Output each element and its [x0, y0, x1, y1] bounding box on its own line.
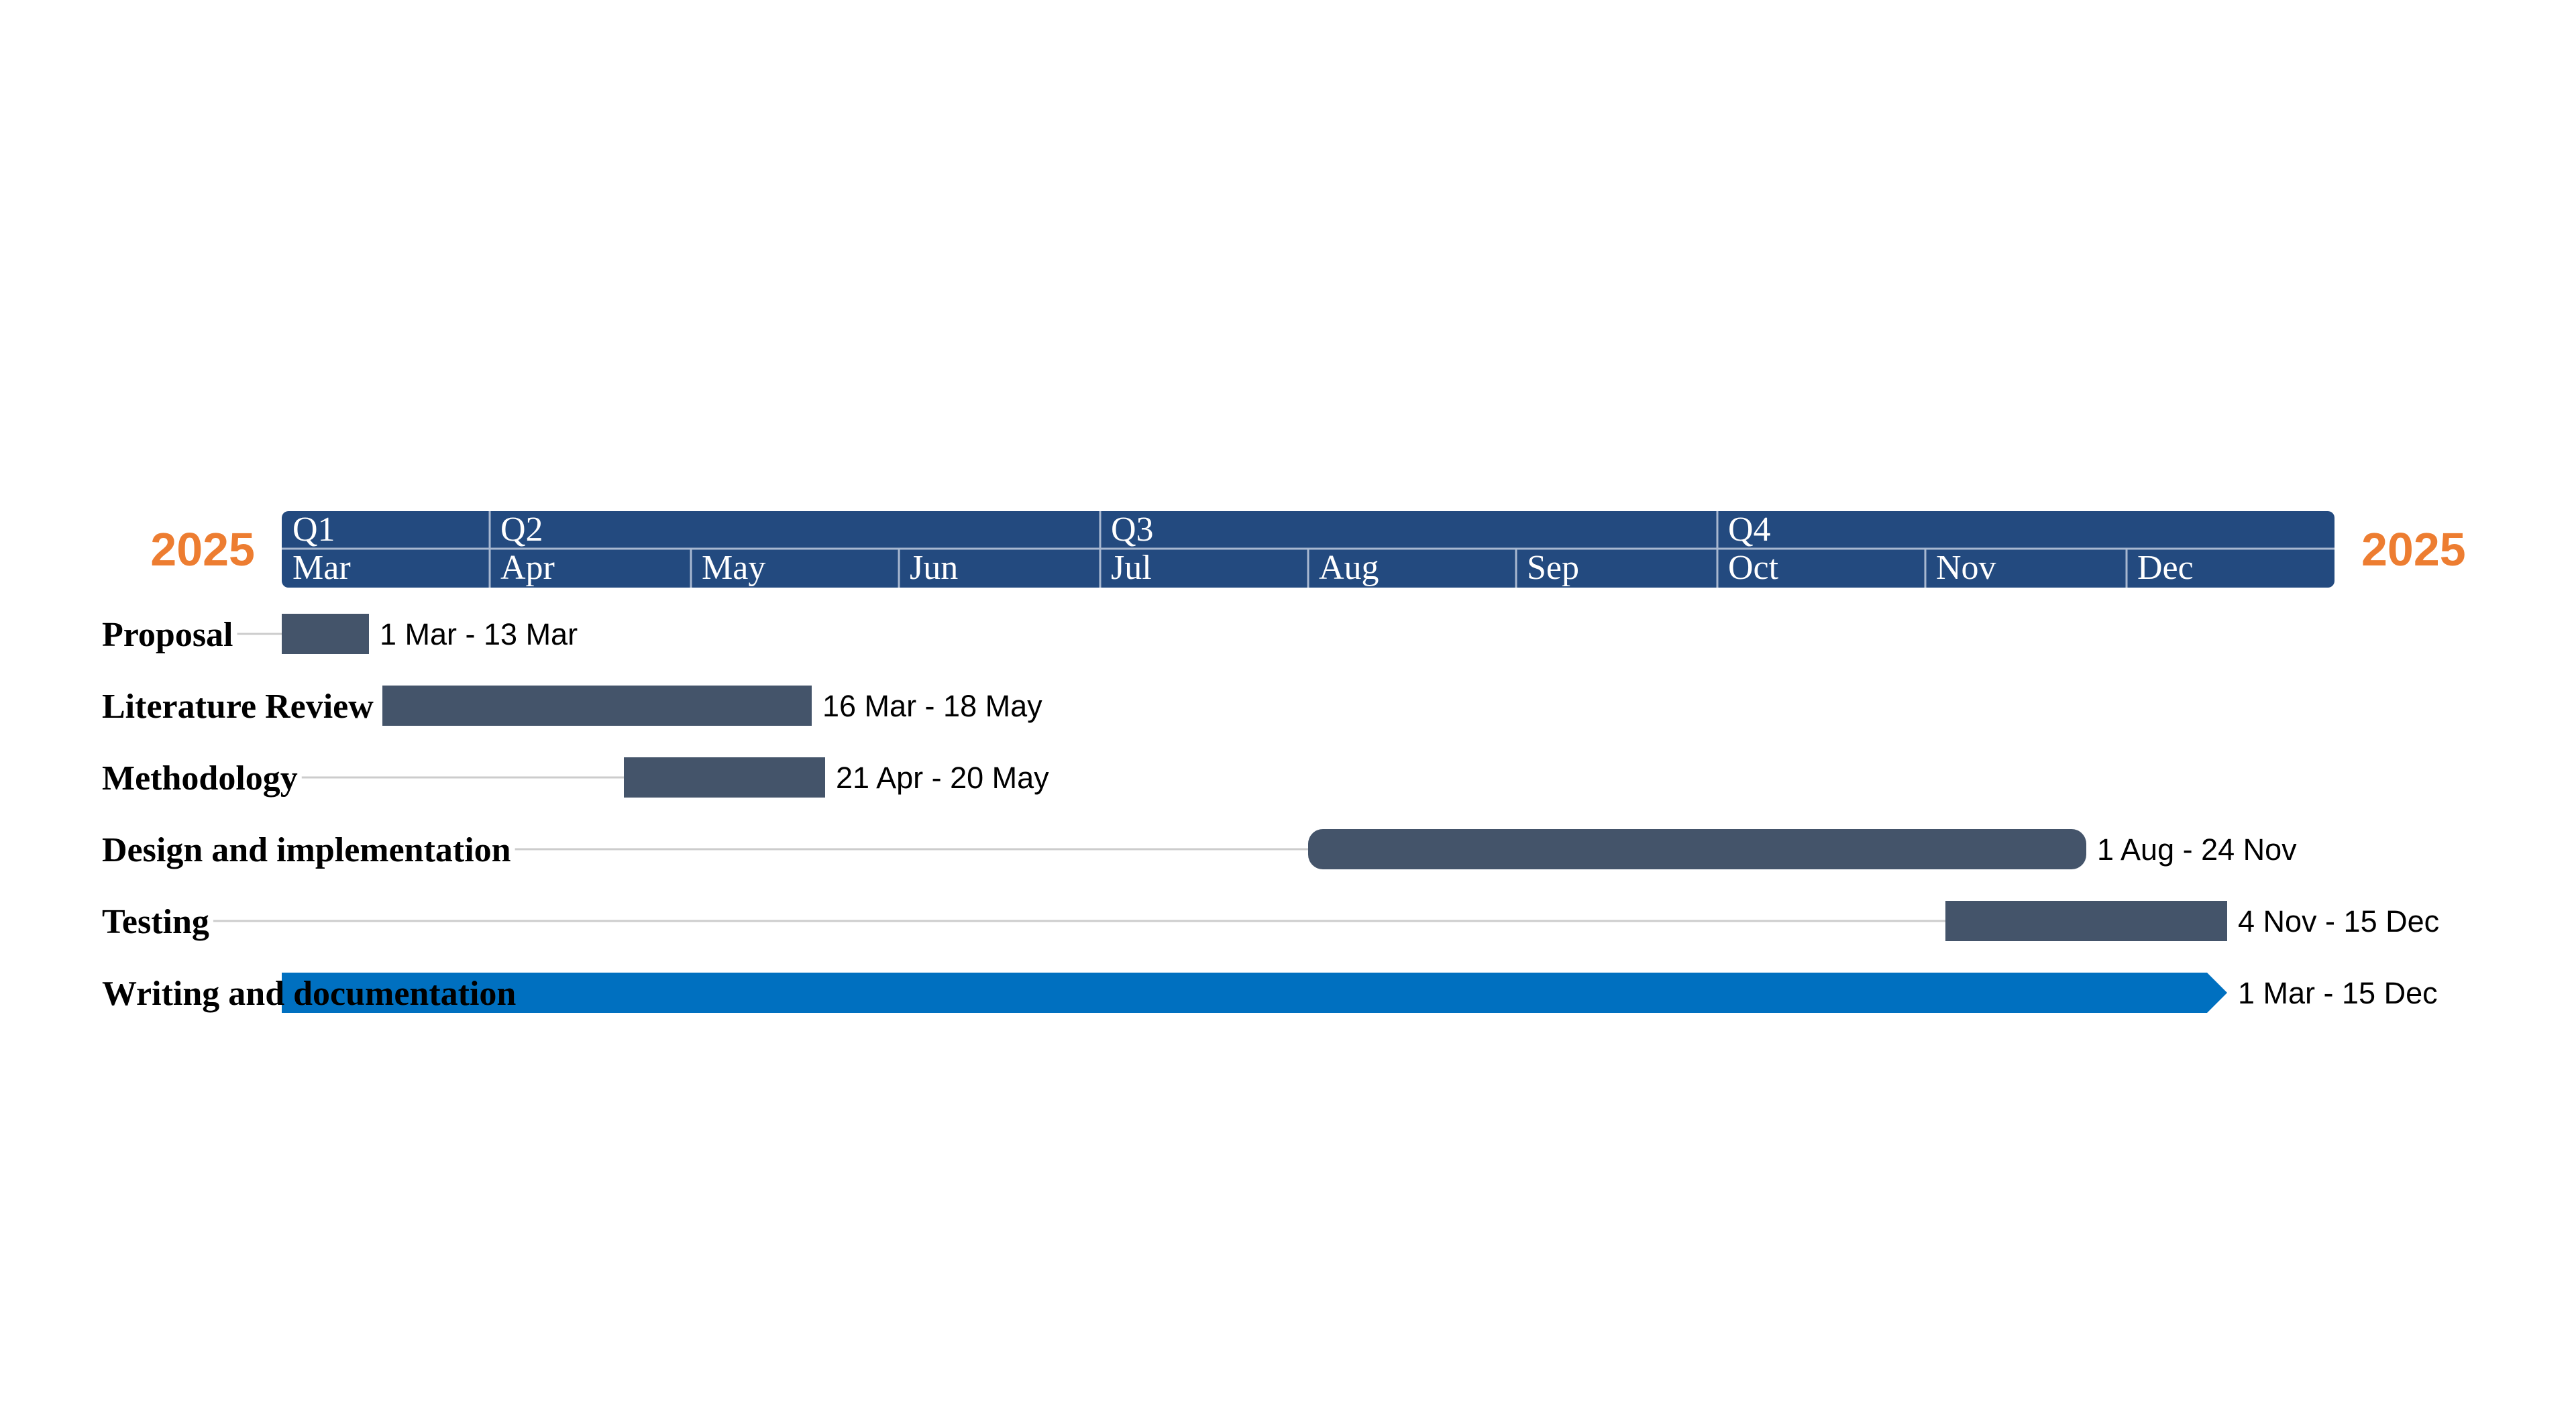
task-row: Writing and documentation 1 Mar - 15 Dec [102, 973, 2438, 1013]
month-label: Nov [1936, 549, 1996, 587]
quarter-label: Q3 [1111, 510, 1154, 549]
task-date-range: 1 Mar - 15 Dec [2238, 976, 2438, 1010]
year-label-left: 2025 [150, 523, 255, 576]
task-name: Design and implementation [102, 831, 511, 869]
task-bar [282, 973, 2227, 1013]
task-date-range: 16 Mar - 18 May [822, 689, 1042, 723]
month-label: Apr [500, 549, 555, 587]
task-name: Writing and documentation [102, 975, 516, 1013]
month-label: Mar [292, 549, 351, 587]
task-name: Proposal [102, 616, 233, 654]
connector-lines [213, 633, 1945, 922]
timeline-header: Q1 Q2 Q3 Q4 Mar Apr May Jun Jul Aug Sep Oct Nov Dec [282, 510, 2334, 588]
quarter-label: Q1 [292, 510, 335, 549]
task-bar [282, 614, 369, 654]
task-name: Methodology [102, 759, 298, 798]
month-label: Oct [1728, 549, 1779, 587]
task-name: Literature Review [102, 688, 374, 726]
task-date-range: 1 Aug - 24 Nov [2097, 832, 2297, 867]
quarter-label: Q2 [500, 510, 543, 549]
month-label: Dec [2137, 549, 2194, 587]
task-bar [1308, 829, 2086, 869]
year-label-right: 2025 [2361, 523, 2466, 576]
month-label: Aug [1319, 549, 1379, 587]
task-name: Testing [102, 903, 209, 941]
task-bar [1945, 901, 2227, 941]
month-label: May [702, 549, 765, 587]
task-row: Design and implementation 1 Aug - 24 Nov [102, 829, 2297, 869]
task-date-range: 1 Mar - 13 Mar [380, 617, 578, 651]
task-rows: Proposal 1 Mar - 13 Mar Literature Review 1… [102, 614, 2439, 1013]
month-label: Sep [1527, 549, 1579, 587]
task-bar [382, 686, 812, 726]
task-date-range: 21 Apr - 20 May [836, 761, 1049, 795]
task-bar [624, 757, 825, 798]
task-row: Literature Review 16 Mar - 18 May [102, 686, 1042, 726]
task-row: Proposal 1 Mar - 13 Mar [102, 614, 578, 654]
quarter-label: Q4 [1728, 510, 1771, 549]
task-date-range: 4 Nov - 15 Dec [2238, 904, 2439, 938]
month-label: Jul [1111, 549, 1152, 587]
task-row: Methodology 21 Apr - 20 May [102, 757, 1049, 798]
task-row: Testing 4 Nov - 15 Dec [102, 901, 2439, 941]
month-label: Jun [910, 549, 958, 587]
